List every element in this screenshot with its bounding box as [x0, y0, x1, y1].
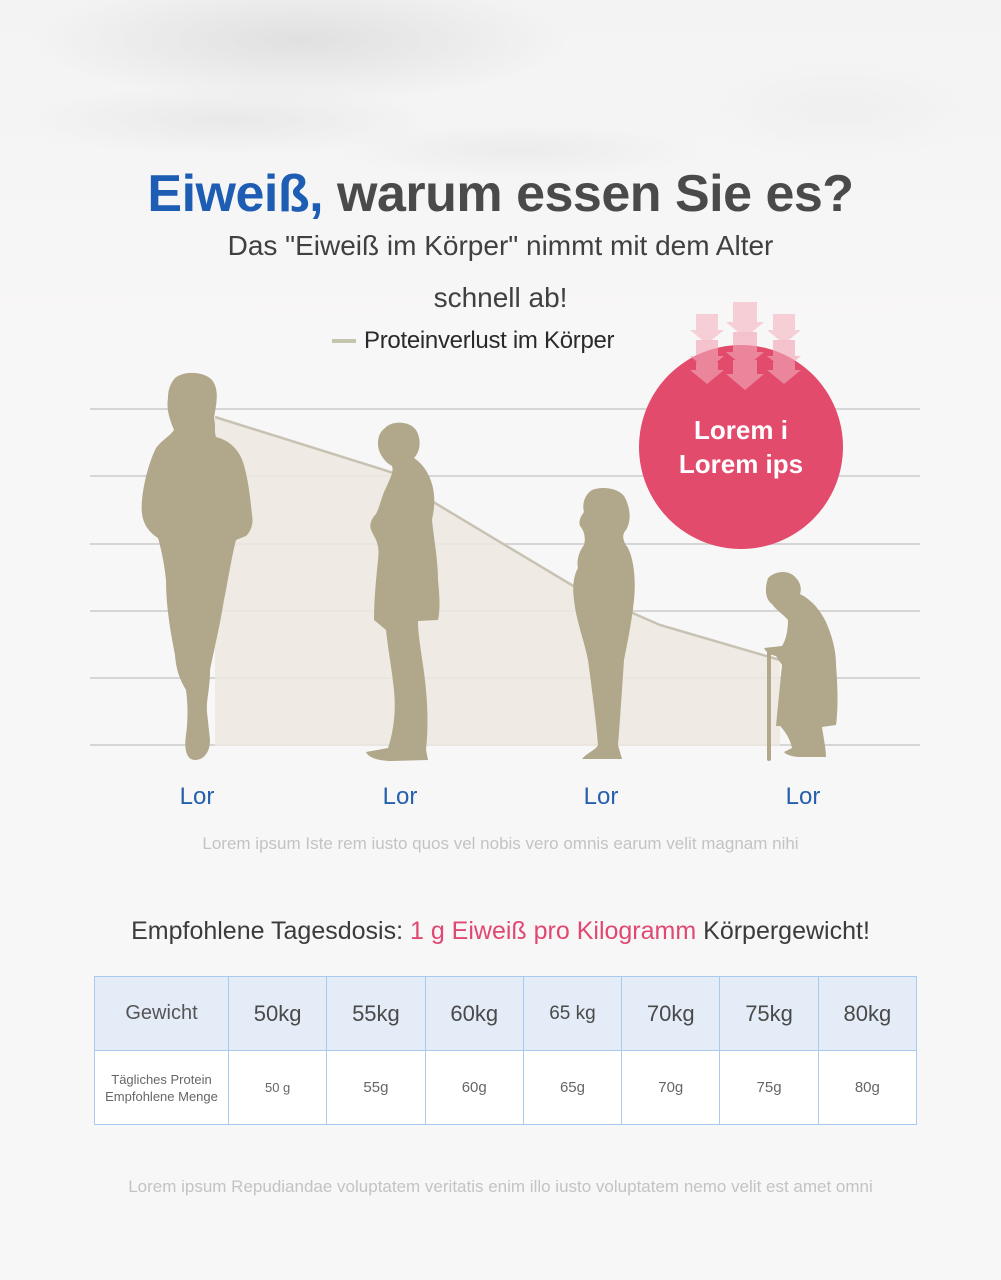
dose-highlight: 1 g Eiweiß pro Kilogramm	[409, 917, 697, 945]
row-label-protein-line-2: Empfohlene Menge	[105, 1088, 218, 1104]
amount-cell: 75g	[719, 1050, 819, 1125]
silhouette-elderly-with-cane	[764, 572, 838, 761]
subtitle-line-2: schnell ab!	[433, 282, 568, 313]
amount-cell: 80g	[817, 1050, 918, 1125]
recommended-dose-heading: Empfohlene Tagesdosis: 1 g Eiweiß pro Ki…	[0, 917, 1001, 946]
footer-caption: Lorem ipsum Repudiandae voluptatem verit…	[128, 1177, 873, 1196]
amount-cell: 50 g	[227, 1050, 328, 1125]
age-label-1: Lor	[179, 783, 215, 810]
dose-suffix: Körpergewicht!	[696, 917, 870, 945]
title-rest: warum essen Sie es?	[323, 165, 854, 223]
weight-cell: 65 kg	[522, 976, 623, 1051]
chart-caption: Lorem ipsum Iste rem iusto quos vel nobi…	[202, 834, 799, 853]
amount-cell: 70g	[621, 1050, 721, 1125]
row-label-protein-line-1: Tägliches Protein	[111, 1071, 212, 1087]
callout-bubble: Lorem i Lorem ips	[639, 345, 843, 549]
callout-line-1: Lorem i	[694, 415, 788, 445]
protein-loss-chart	[90, 372, 920, 761]
subtitle: Das "Eiweiß im Körper" nimmt mit dem Alt…	[0, 220, 1001, 324]
legend-label: Proteinverlust im Körper	[364, 327, 615, 354]
chart-legend: Proteinverlust im Körper	[332, 326, 615, 356]
row-label-weight: Gewicht	[94, 976, 229, 1051]
amount-cell: 65g	[522, 1050, 623, 1125]
callout-line-2: Lorem ips	[678, 449, 804, 479]
weight-cell: 75kg	[719, 976, 819, 1051]
weight-cell: 55kg	[326, 976, 426, 1051]
protein-dose-table: Gewicht 50kg 55kg 60kg 65 kg 70kg 75kg 8…	[94, 976, 918, 1125]
weight-cell: 60kg	[424, 976, 524, 1051]
weight-cell: 80kg	[817, 976, 918, 1051]
table-row-protein: Tägliches Protein Empfohlene Menge 50 g …	[94, 1050, 918, 1125]
subtitle-line-1: Das "Eiweiß im Körper" nimmt mit dem Alt…	[227, 230, 774, 261]
title-accent: Eiweiß,	[147, 165, 324, 223]
silhouette-young-woman	[141, 372, 253, 760]
amount-cell: 60g	[424, 1050, 524, 1125]
page-title: Eiweiß, warum essen Sie es?	[0, 164, 1001, 224]
protein-line	[214, 415, 781, 662]
row-label-protein: Tägliches Protein Empfohlene Menge	[94, 1050, 229, 1125]
down-arrows-overlay-icon	[690, 332, 801, 390]
amount-cell: 55g	[326, 1050, 426, 1125]
silk-background	[0, 0, 1001, 340]
weight-cell: 50kg	[227, 976, 328, 1051]
table-row-weight: Gewicht 50kg 55kg 60kg 65 kg 70kg 75kg 8…	[94, 976, 918, 1051]
dose-prefix: Empfohlene Tagesdosis:	[131, 917, 410, 945]
protein-area	[215, 417, 780, 746]
age-label-2: Lor	[382, 783, 418, 810]
age-label-4: Lor	[785, 783, 821, 810]
silhouette-middle-aged-woman	[366, 422, 440, 761]
legend-swatch	[332, 339, 356, 343]
age-label-3: Lor	[583, 783, 619, 810]
silhouette-older-woman	[573, 488, 635, 759]
weight-cell: 70kg	[621, 976, 721, 1051]
